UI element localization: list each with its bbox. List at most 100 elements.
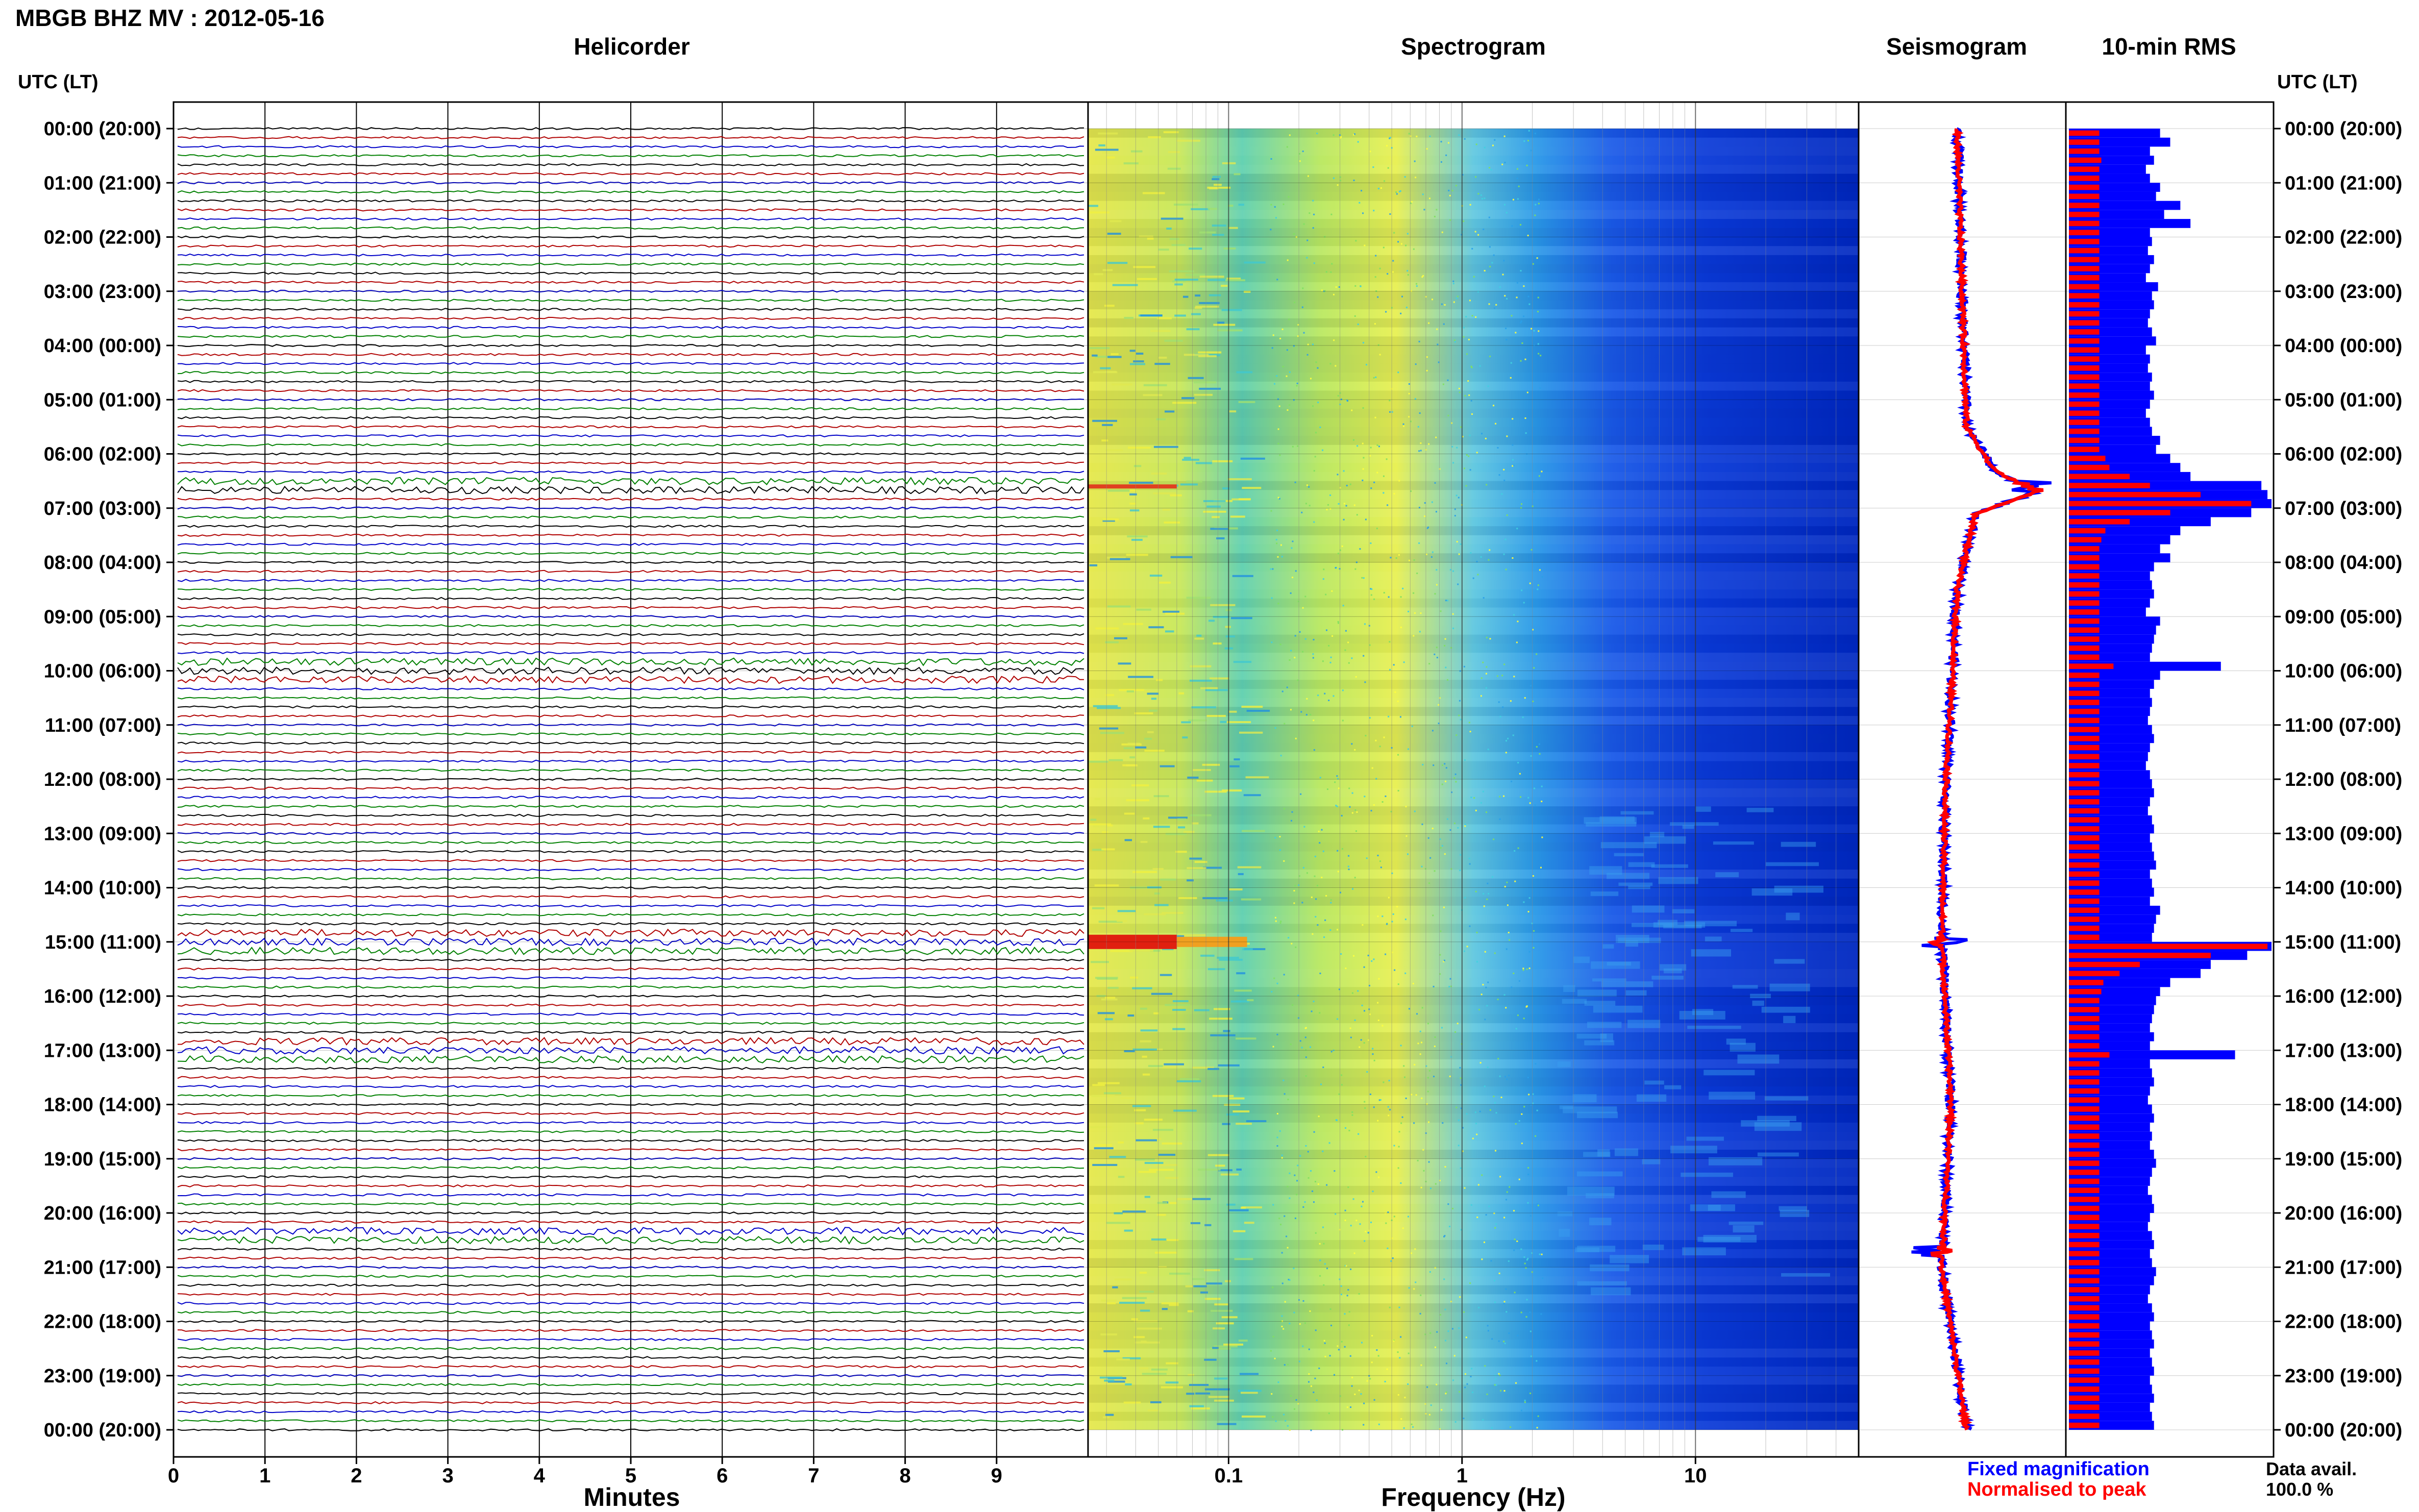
spectrogram-row	[1088, 616, 1859, 626]
spectrogram-speckle	[1386, 145, 1388, 147]
spectrogram-streak	[1181, 721, 1191, 724]
spectrogram-speckle	[1507, 904, 1509, 906]
spectrogram-speckle	[1331, 590, 1333, 592]
spectrogram-speckle	[1486, 484, 1488, 486]
spectrogram-blotch	[1628, 885, 1650, 889]
spectrogram-streak	[1100, 367, 1111, 369]
spectrogram-streak	[1170, 556, 1193, 558]
rms-bar-normalised	[2069, 1232, 2100, 1238]
spectrogram-speckle	[1499, 796, 1501, 798]
spectrogram-speckle	[1337, 395, 1339, 397]
spectrogram-speckle	[1484, 951, 1486, 953]
helicorder-trace	[177, 398, 1084, 402]
spectrogram-speckle	[1423, 209, 1425, 211]
spectrogram-speckle	[1330, 271, 1332, 273]
spectrogram-speckle	[1527, 1167, 1529, 1169]
spectrogram-speckle	[1280, 544, 1282, 546]
spectrogram-streak	[1122, 1210, 1146, 1213]
spectrogram-speckle	[1537, 1204, 1539, 1206]
spectrogram-speckle	[1294, 635, 1296, 637]
spectrogram-speckle	[1277, 556, 1279, 558]
spectrogram-row	[1088, 1411, 1859, 1421]
spectrogram-speckle	[1506, 881, 1508, 883]
spectrogram-speckle	[1277, 603, 1279, 605]
spectrogram-speckle	[1336, 775, 1338, 777]
rms-bar-normalised	[2069, 284, 2100, 290]
spectrogram-speckle	[1302, 1345, 1304, 1347]
spectrogram-speckle	[1314, 456, 1316, 458]
spectrogram-speckle	[1436, 647, 1438, 649]
spectrogram-speckle	[1460, 1107, 1462, 1109]
spectrogram-speckle	[1454, 341, 1456, 343]
spectrogram-speckle	[1416, 573, 1418, 575]
helicorder-trace	[177, 1266, 1084, 1269]
spectrogram-speckle	[1434, 870, 1436, 872]
spectrogram-speckle	[1470, 552, 1472, 554]
spectrogram-streak	[1210, 1034, 1236, 1036]
rms-bar-normalised	[2069, 898, 2100, 904]
spectrogram-speckle	[1287, 1425, 1289, 1427]
spectrogram-row	[1088, 255, 1859, 264]
spectrogram-blotch	[1592, 978, 1626, 982]
spectrogram-blotch	[1563, 985, 1575, 993]
spectrogram-row	[1088, 1014, 1859, 1024]
spectrogram-streak	[1166, 833, 1187, 835]
spectrogram-speckle	[1532, 505, 1534, 507]
spectrogram-speckle	[1414, 612, 1416, 614]
helicorder-trace	[177, 199, 1084, 203]
spectrogram-speckle	[1408, 610, 1410, 612]
spectrogram-speckle	[1458, 1145, 1460, 1147]
spectrogram-blotch	[1750, 994, 1771, 999]
spectrogram-speckle	[1441, 764, 1443, 766]
spectrogram-streak	[1118, 1141, 1124, 1144]
spectrogram-speckle	[1394, 691, 1396, 693]
spectrogram-streak	[1236, 1037, 1256, 1040]
spectrogram-blotch	[1774, 959, 1805, 964]
spectrogram-speckle	[1337, 553, 1339, 555]
spectrogram-streak	[1233, 661, 1252, 663]
spectrogram-streak	[1200, 1291, 1208, 1294]
spectrogram-speckle	[1506, 435, 1508, 437]
spectrogram-row	[1088, 914, 1859, 924]
spectrogram-streak	[1119, 1301, 1145, 1304]
spectrogram-speckle	[1413, 1122, 1415, 1124]
spectrogram-speckle	[1302, 607, 1304, 609]
spectrogram-speckle	[1296, 385, 1298, 387]
spectrogram-blotch	[1559, 1105, 1573, 1109]
spectrogram-speckle	[1368, 984, 1370, 986]
hour-label-left: 06:00 (02:00)	[44, 444, 161, 465]
spectrogram-row	[1088, 1294, 1859, 1304]
spectrogram-speckle	[1391, 411, 1393, 413]
spectrogram-speckle	[1289, 1429, 1291, 1431]
spectrogram-streak	[1215, 1164, 1225, 1167]
spectrogram-speckle	[1476, 561, 1478, 563]
spectrogram-streak	[1213, 642, 1222, 645]
spectrogram-row	[1088, 1285, 1859, 1295]
spectrogram-speckle	[1440, 141, 1442, 143]
spectrogram-speckle	[1460, 1084, 1462, 1086]
spectrogram-speckle	[1439, 838, 1441, 840]
spectrogram-speckle	[1515, 1028, 1517, 1030]
helicorder-trace	[177, 1076, 1084, 1079]
spectrogram-speckle	[1366, 1071, 1368, 1073]
spectrogram-speckle	[1536, 1360, 1538, 1362]
spectrogram-speckle	[1445, 1393, 1447, 1395]
spectrogram-speckle	[1318, 1367, 1320, 1369]
spectrogram-streak	[1212, 1095, 1234, 1097]
spectrogram-speckle	[1449, 219, 1451, 221]
spectrogram-speckle	[1523, 1256, 1525, 1258]
spectrogram-speckle	[1322, 1067, 1324, 1069]
spectrogram-streak	[1209, 354, 1220, 357]
spectrogram-streak	[1119, 689, 1145, 691]
spectrogram-streak	[1221, 309, 1242, 311]
spectrogram-speckle	[1377, 1002, 1379, 1004]
spectrogram-speckle	[1421, 865, 1423, 867]
spectrogram-streak	[1133, 1320, 1157, 1323]
spectrogram-speckle	[1323, 1340, 1325, 1342]
spectrogram-streak	[1105, 1414, 1114, 1416]
spectrogram-speckle	[1379, 267, 1381, 269]
rms-bar-normalised	[2069, 148, 2100, 154]
spectrogram-speckle	[1351, 743, 1353, 745]
helicorder-trace	[177, 1112, 1084, 1116]
helicorder-trace	[177, 477, 1084, 486]
